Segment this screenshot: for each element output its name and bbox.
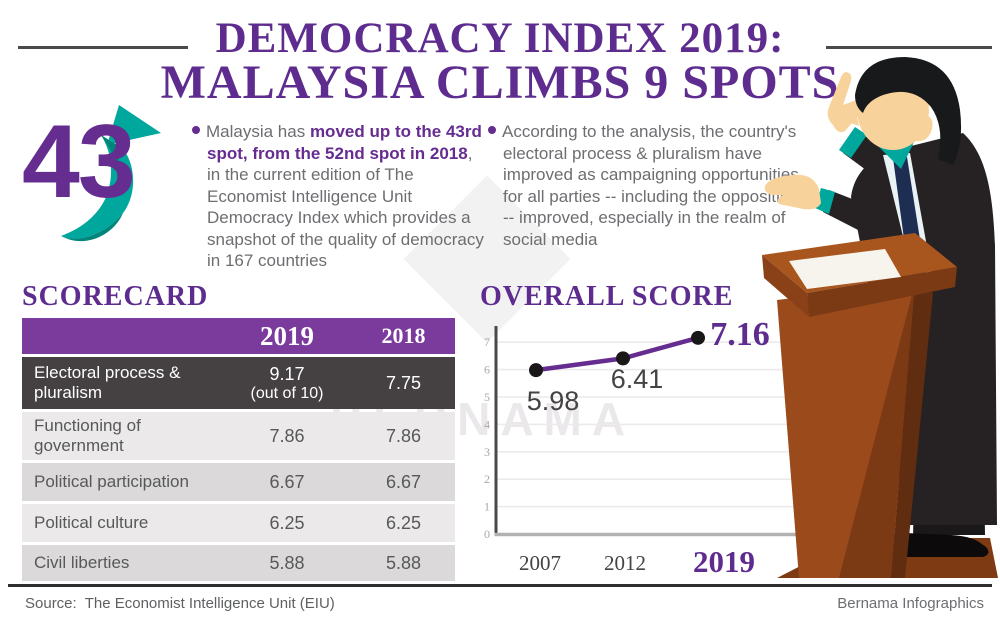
data-point <box>691 330 705 345</box>
score-note: (out of 10) <box>250 385 324 402</box>
header-2018: 2018 <box>381 323 426 348</box>
footer-rule <box>8 584 992 587</box>
title-line-1: DEMOCRACY INDEX 2019: <box>215 15 785 62</box>
y-tick-label: 1 <box>484 500 490 514</box>
bullet-item-1: Malaysia has moved up to the 43rd spot, … <box>192 121 484 272</box>
row-value-2019: 6.25 <box>269 512 305 533</box>
table-row: Functioning of government 7.86 7.86 <box>22 412 455 460</box>
footer-credit: Bernama Infographics <box>837 595 984 612</box>
title-rule-right <box>826 46 992 49</box>
bullet-1-post: , in the current edition of The Economis… <box>207 143 484 271</box>
row-label: Political culture <box>34 513 149 532</box>
x-tick-label: 2007 <box>519 551 561 575</box>
nose <box>846 107 859 126</box>
podium-side <box>891 283 933 578</box>
source-text: The Economist Intelligence Unit (EIU) <box>84 595 335 612</box>
speaker-podium-illustration <box>762 57 998 578</box>
bullet-2-text: According to the analysis, the country's… <box>502 122 799 249</box>
table-header-row: 2019 2018 <box>22 318 455 354</box>
value-label: 6.41 <box>611 364 664 394</box>
scorecard-table: 2019 2018 Electoral process & pluralism … <box>22 318 455 581</box>
row-label: Electoral process & pluralism <box>34 363 181 402</box>
bullet-item-2: According to the analysis, the country's… <box>488 121 806 250</box>
table-row: Civil liberties 5.88 5.88 <box>22 545 455 581</box>
row-value-2019: 9.17 (out of 10) <box>222 364 352 402</box>
score-value: 9.17 <box>269 364 305 384</box>
row-value-2019: 7.86 <box>269 425 305 446</box>
bullet-1-pre: Malaysia has <box>206 122 310 141</box>
value-label: 7.16 <box>710 316 770 353</box>
source-label: Source: <box>25 595 77 612</box>
row-value-2018: 7.86 <box>385 425 422 446</box>
pointing-hand <box>827 72 867 133</box>
y-tick-label: 0 <box>484 527 490 541</box>
y-tick-label: 6 <box>484 363 490 377</box>
ear <box>912 115 933 142</box>
y-tick-label: 4 <box>484 417 490 431</box>
bullet-dot-icon <box>488 126 496 134</box>
row-label: Functioning of government <box>34 416 141 455</box>
bullet-1-highlight: moved up to the 43rd spot, from the 52nd… <box>207 122 482 163</box>
y-tick-label: 2 <box>484 472 490 486</box>
row-value-2018: 7.75 <box>385 372 422 393</box>
title-line-2: MALAYSIA CLIMBS 9 SPOTS <box>160 56 840 109</box>
row-value-2018: 5.88 <box>385 552 422 573</box>
bullet-dot-icon <box>192 126 200 134</box>
x-tick-label: 2012 <box>604 551 646 575</box>
row-value-2018: 6.25 <box>385 512 422 533</box>
row-value-2018: 6.67 <box>385 471 422 492</box>
teal-cuff <box>839 127 867 158</box>
table-row: Political culture 6.25 6.25 <box>22 504 455 542</box>
y-tick-label: 5 <box>484 390 490 404</box>
podium-front-shade <box>839 283 915 578</box>
table-row: Political participation 6.67 6.67 <box>22 463 455 501</box>
overall-score-heading: OVERALL SCORE <box>480 281 734 312</box>
footer-source: Source: The Economist Intelligence Unit (… <box>25 595 335 612</box>
up-arrow-icon <box>61 105 161 242</box>
row-value-2019: 5.88 <box>269 552 305 573</box>
paper-sheet <box>789 249 901 289</box>
scorecard-heading: SCORECARD <box>22 281 209 312</box>
y-tick-label: 7 <box>484 335 490 349</box>
hair <box>855 57 962 165</box>
data-point <box>529 363 543 378</box>
table-row: Electoral process & pluralism 9.17 (out … <box>22 357 455 409</box>
podium-lip-left <box>762 255 809 317</box>
y-tick-label: 3 <box>484 445 490 459</box>
data-point <box>616 351 630 366</box>
rank-number: 43 <box>22 104 136 220</box>
page-title: DEMOCRACY INDEX 2019: MALAYSIA CLIMBS 9 … <box>0 15 1000 109</box>
row-label: Civil liberties <box>34 553 130 572</box>
teal-cuff <box>815 188 835 214</box>
open-hand <box>764 174 821 210</box>
header-2019: 2019 <box>260 320 314 351</box>
row-label: Political participation <box>34 472 189 491</box>
x-tick-label: 2019 <box>693 544 755 579</box>
row-value-2019: 6.67 <box>269 471 305 492</box>
podium-lip-front <box>807 267 957 317</box>
title-rule-left <box>18 46 188 49</box>
value-label: 5.98 <box>527 386 580 416</box>
